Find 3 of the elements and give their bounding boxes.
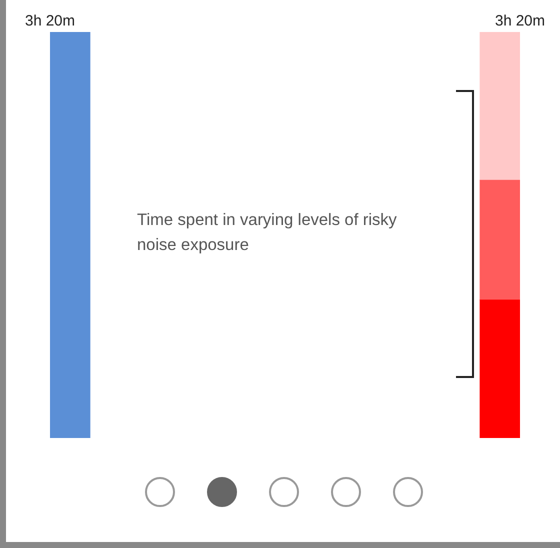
total-label: 3h 20m: [24, 12, 76, 30]
total-label: 3h 20m: [494, 12, 546, 30]
annotation: Time spent in varying levels of risky noise exposure: [137, 210, 398, 256]
